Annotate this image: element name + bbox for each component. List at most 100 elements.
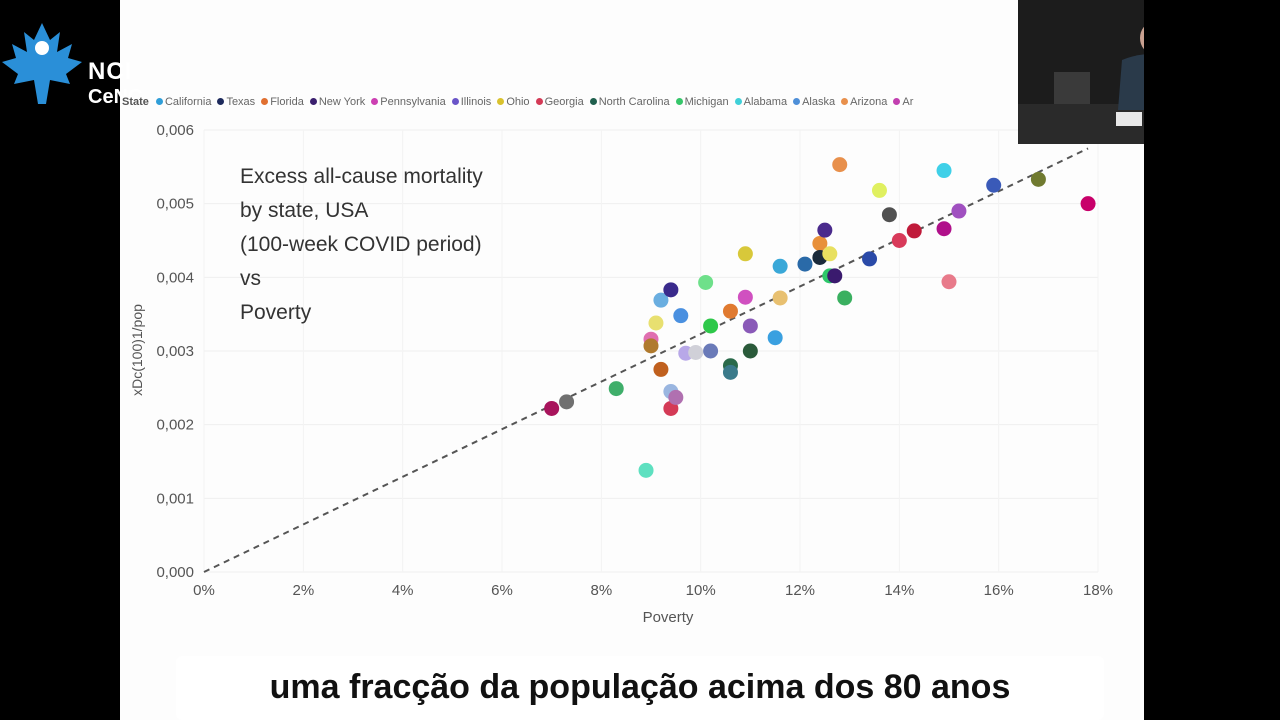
legend-dot bbox=[451, 98, 459, 105]
data-point bbox=[737, 289, 753, 305]
logo-text-primary: NCI bbox=[88, 58, 133, 85]
legend-dot bbox=[535, 98, 543, 105]
legend-dot bbox=[793, 98, 801, 105]
data-point bbox=[648, 315, 664, 331]
data-point bbox=[1030, 171, 1046, 187]
y-tick-label: 0,004 bbox=[156, 269, 194, 286]
legend-item: Pennsylvania bbox=[371, 96, 446, 108]
legend-label: Florida bbox=[270, 96, 304, 108]
data-point bbox=[837, 290, 853, 306]
legend-label: Illinois bbox=[460, 96, 492, 108]
speaker-video-inset bbox=[1018, 0, 1144, 144]
legend-dot bbox=[309, 98, 317, 105]
legend-item: Illinois bbox=[451, 96, 492, 108]
data-point bbox=[559, 394, 575, 410]
legend-item: North Carolina bbox=[589, 96, 670, 108]
data-point bbox=[822, 246, 838, 262]
y-tick-label: 0,003 bbox=[156, 343, 194, 360]
legend-dot bbox=[841, 98, 849, 105]
x-axis-label: Poverty bbox=[643, 609, 694, 626]
data-point bbox=[742, 318, 758, 334]
legend-label: North Carolina bbox=[598, 96, 670, 108]
data-point bbox=[1080, 196, 1096, 212]
legend-item: Alabama bbox=[734, 96, 788, 108]
subtitle-background bbox=[176, 656, 1104, 720]
trendline bbox=[203, 147, 1089, 573]
data-point bbox=[797, 256, 813, 272]
legend-dot bbox=[217, 98, 225, 105]
data-point bbox=[772, 258, 788, 274]
legend-dot bbox=[893, 98, 901, 105]
legend-label: Alabama bbox=[743, 96, 788, 108]
legend-dot bbox=[261, 98, 269, 105]
data-point bbox=[951, 203, 967, 219]
y-tick-label: 0,002 bbox=[156, 417, 194, 434]
data-point bbox=[703, 318, 719, 334]
data-point bbox=[698, 274, 714, 290]
data-point bbox=[871, 182, 887, 198]
x-tick-label: 10% bbox=[686, 582, 716, 599]
data-point bbox=[936, 163, 952, 179]
legend-label: Arizona bbox=[850, 96, 888, 108]
legend-item: Michigan bbox=[675, 96, 729, 108]
data-point bbox=[668, 389, 684, 405]
y-axis-label: xDc(100)1/pop bbox=[129, 304, 145, 396]
data-point bbox=[737, 246, 753, 262]
data-point bbox=[772, 290, 788, 306]
legend-dot bbox=[734, 98, 742, 105]
data-point bbox=[643, 338, 659, 354]
data-point bbox=[767, 330, 783, 346]
chart-annotation: Excess all-cause mortality by state, USA… bbox=[240, 165, 483, 324]
legend-title: State bbox=[122, 96, 149, 108]
data-point bbox=[936, 221, 952, 237]
legend-item: Georgia bbox=[535, 96, 584, 108]
x-tick-label: 2% bbox=[292, 582, 314, 599]
x-tick-label: 0% bbox=[193, 582, 215, 599]
data-point bbox=[986, 177, 1002, 193]
legend-label: Michigan bbox=[684, 96, 729, 108]
data-point bbox=[742, 343, 758, 359]
x-axis-ticks: 0% 2% 4% 6% 8% 10% 12% 14% 16% 18% bbox=[193, 582, 1113, 599]
x-tick-label: 18% bbox=[1083, 582, 1113, 599]
nci-cenc-logo: NCI CeNC bbox=[0, 18, 200, 108]
legend-item: New York bbox=[309, 96, 366, 108]
x-tick-label: 4% bbox=[392, 582, 414, 599]
maple-leaf-icon bbox=[2, 23, 82, 104]
x-tick-label: 14% bbox=[884, 582, 914, 599]
legend-dot bbox=[371, 98, 379, 105]
legend-label: New York bbox=[318, 96, 366, 108]
y-axis-ticks: 0,000 0,001 0,002 0,003 0,004 0,005 0,006 bbox=[156, 122, 194, 581]
legend-label: Alaska bbox=[802, 96, 836, 108]
x-tick-label: 16% bbox=[984, 582, 1014, 599]
data-point bbox=[832, 157, 848, 173]
data-point bbox=[862, 251, 878, 267]
data-point bbox=[673, 308, 689, 324]
x-tick-label: 8% bbox=[590, 582, 612, 599]
legend-item: Texas bbox=[217, 96, 255, 108]
legend-dot bbox=[589, 98, 597, 105]
legend-items: California Texas Florida New York Pennsylvan… bbox=[155, 96, 919, 108]
y-tick-label: 0,006 bbox=[156, 122, 194, 139]
data-point bbox=[881, 207, 897, 223]
legend-item: Arizona bbox=[841, 96, 887, 108]
data-point bbox=[653, 361, 669, 377]
data-point bbox=[891, 233, 907, 248]
legend-label: Pennsylvania bbox=[380, 96, 446, 108]
data-point bbox=[906, 223, 922, 239]
chart-legend: State California Texas Florida New York Penn… bbox=[122, 96, 1022, 110]
data-point bbox=[688, 344, 704, 360]
legend-label: Texas bbox=[226, 96, 256, 108]
data-point bbox=[722, 303, 738, 319]
presentation-slide bbox=[120, 0, 1144, 720]
y-tick-label: 0,000 bbox=[156, 564, 194, 581]
legend-item: Florida bbox=[261, 96, 304, 108]
x-tick-label: 6% bbox=[491, 582, 513, 599]
y-tick-label: 0,001 bbox=[156, 490, 194, 507]
logo-text-secondary: CeNC bbox=[88, 86, 143, 108]
data-point bbox=[812, 235, 828, 251]
legend-item: Ohio bbox=[497, 96, 530, 108]
data-point bbox=[941, 274, 957, 290]
legend-label: Ar bbox=[902, 96, 914, 108]
data-point bbox=[663, 282, 679, 298]
